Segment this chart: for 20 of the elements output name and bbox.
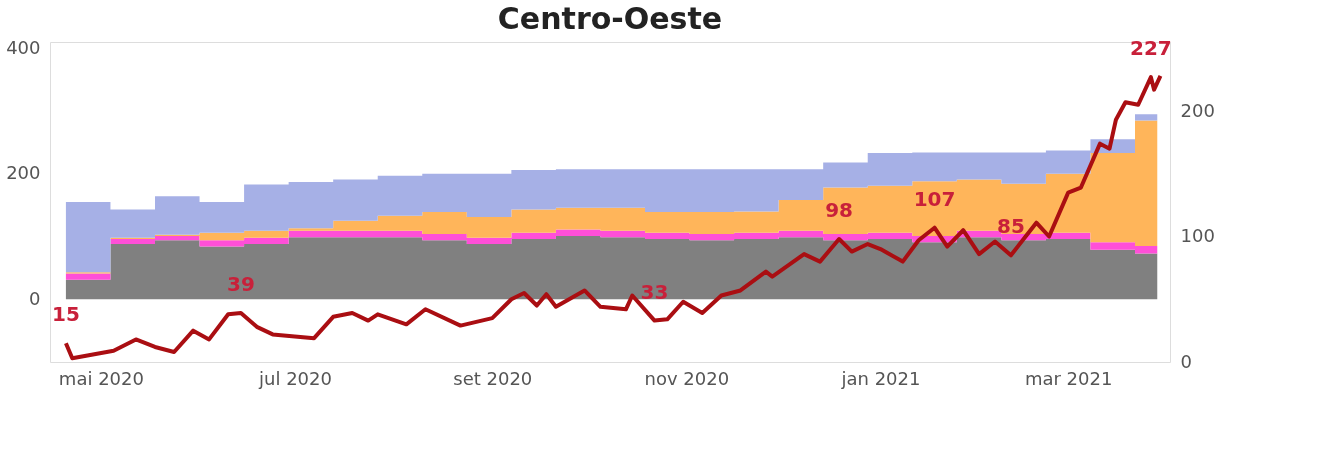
- data-label: 33: [640, 279, 669, 304]
- y2-tick-label: 0: [1180, 350, 1192, 372]
- data-label: 39: [226, 272, 255, 297]
- data-label: 107: [913, 186, 956, 211]
- y-tick-label: 0: [29, 287, 41, 309]
- data-label: 15: [51, 302, 80, 327]
- data-label: 98: [825, 198, 854, 223]
- x-tick-label: mai 2020: [58, 367, 144, 389]
- data-label: 227: [1130, 36, 1172, 61]
- x-tick-label: set 2020: [453, 367, 533, 389]
- y-tick-label: 200: [6, 162, 41, 184]
- x-tick-label: mar 2021: [1024, 367, 1113, 389]
- y2-tick-label: 200: [1180, 99, 1215, 121]
- data-label: 85: [996, 214, 1025, 239]
- y-tick-label: 400: [6, 36, 41, 58]
- x-tick-label: jan 2021: [840, 367, 921, 389]
- x-tick-label: jul 2020: [258, 367, 332, 389]
- chart-title: Centro-Oeste: [497, 1, 723, 37]
- x-tick-label: nov 2020: [644, 367, 730, 389]
- y2-tick-label: 100: [1180, 225, 1215, 247]
